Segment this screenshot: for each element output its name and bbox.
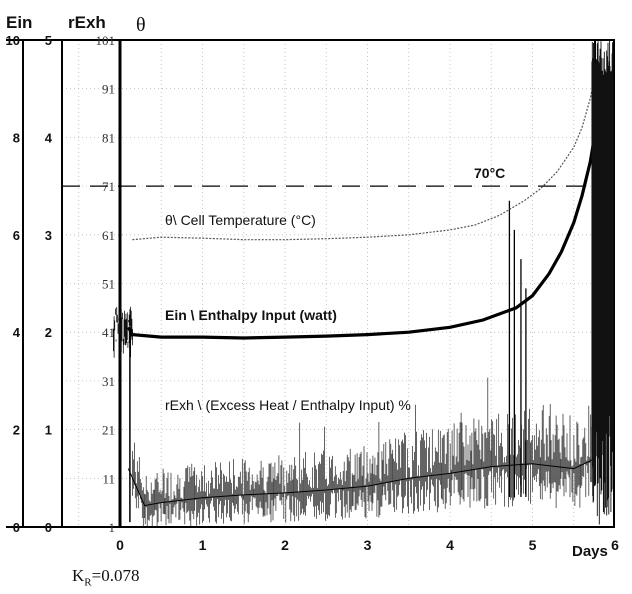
excess-heat-label: rExh \ (Excess Heat / Enthalpy Input) % (165, 397, 411, 413)
series-line-excess-heat (127, 458, 595, 507)
theta-tick-label: 1 (109, 520, 116, 535)
enthalpy-input-label: Ein \ Enthalpy Input (watt) (165, 307, 337, 323)
kr-prefix: K (72, 566, 85, 585)
theta-tick-label: 71 (102, 179, 115, 194)
theta-tick-label: 51 (102, 277, 115, 292)
x-tick-label: 4 (446, 537, 454, 553)
theta-tick-label: 41 (102, 325, 115, 340)
theta-tick-label: 21 (102, 423, 115, 438)
end-spike-region (591, 40, 614, 525)
ein-tick-label: 0 (13, 520, 20, 535)
rexh-tick-labels: 5 4 3 2 1 0 (45, 33, 53, 535)
x-tick-label: 6 (611, 537, 619, 553)
end-spike-path (591, 40, 614, 525)
theta-tick-label: 101 (96, 33, 116, 48)
x-tick-label: 3 (364, 537, 372, 553)
theta-tick-label: 61 (102, 228, 115, 243)
x-tick-label: 0 (116, 537, 124, 553)
series-line-enthalpy-input (126, 137, 596, 340)
ein-tick-label: 2 (13, 423, 20, 438)
theta-tick-label: 81 (102, 130, 115, 145)
theta-tick-label: 11 (102, 471, 115, 486)
rexh-tick-label: 2 (45, 325, 52, 340)
series-line-cell-temperature (132, 59, 600, 241)
theta-axis-title: θ (136, 14, 146, 36)
theta-tick-label: 91 (102, 82, 115, 97)
rexh-tick-label: 0 (45, 520, 52, 535)
rexh-tick-label: 4 (45, 130, 53, 145)
ein-tick-label: 8 (13, 130, 20, 145)
x-tick-label: 1 (199, 537, 207, 553)
kr-subscript: R (84, 576, 92, 589)
x-tick-label: 2 (281, 537, 289, 553)
cell-temperature-label: θ\ Cell Temperature (°C) (165, 212, 316, 228)
ein-tick-label: 10 (6, 33, 20, 48)
ein-tick-label: 4 (13, 325, 21, 340)
theta-tick-label: 31 (102, 374, 115, 389)
ein-tick-label: 6 (13, 228, 20, 243)
x-tick-label: 5 (529, 537, 537, 553)
kr-value: =0.078 (91, 566, 140, 585)
rexh-tick-label: 5 (45, 33, 52, 48)
ein-axis-title: Ein (6, 13, 32, 32)
reference-line-label: 70°C (474, 165, 505, 181)
x-axis-title: Days (572, 543, 608, 560)
kr-caption: KR=0.078 (72, 566, 139, 588)
rexh-tick-label: 1 (45, 423, 52, 438)
x-tick-labels: 0 1 2 3 4 5 6 (116, 537, 619, 553)
ein-tick-labels: 10 8 6 4 2 0 (6, 33, 21, 535)
rexh-tick-label: 3 (45, 228, 52, 243)
rexh-axis-title: rExh (68, 13, 106, 32)
